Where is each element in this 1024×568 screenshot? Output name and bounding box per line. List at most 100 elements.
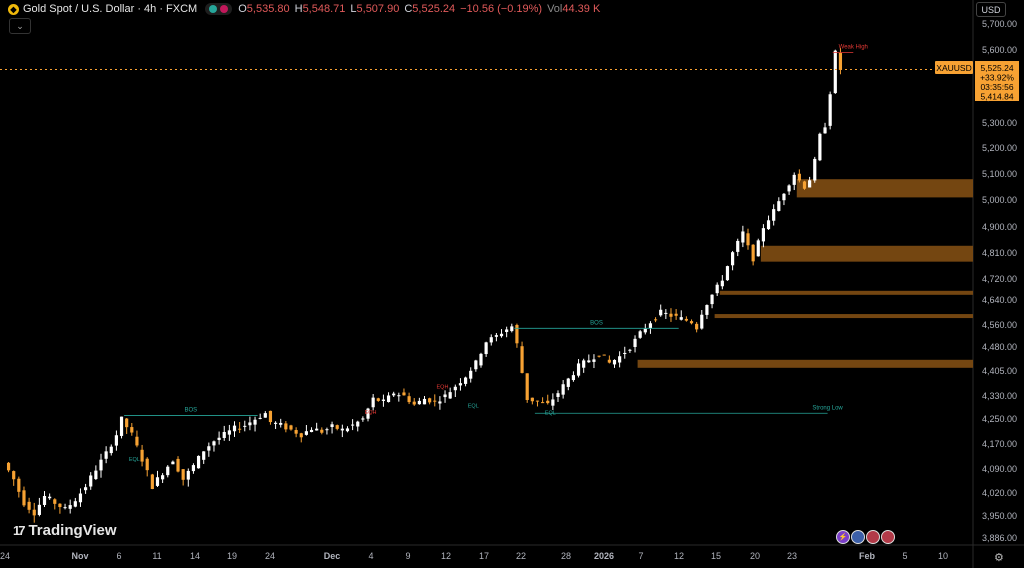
candle [140, 449, 144, 462]
candle [689, 321, 694, 324]
candle [592, 359, 596, 362]
candle [155, 477, 160, 486]
candle [494, 335, 498, 337]
order-block-zone [796, 179, 973, 198]
candle [802, 181, 807, 189]
candle [576, 363, 581, 376]
candle [695, 323, 699, 330]
candle [571, 375, 576, 381]
us-flag-icon[interactable] [881, 530, 895, 544]
price-tick-label: 4,900.00 [982, 222, 1017, 232]
candle [422, 398, 427, 405]
high-label: H [294, 3, 303, 15]
candle [489, 337, 493, 343]
candle [715, 284, 719, 294]
candle [176, 458, 180, 472]
time-tick-label: 9 [405, 551, 410, 561]
candle [273, 422, 278, 424]
tradingview-logo[interactable]: 17 TradingView [13, 522, 117, 539]
candle [612, 359, 617, 365]
candle [643, 328, 647, 333]
candle [782, 193, 786, 201]
price-tick-label: 4,640.00 [982, 295, 1017, 305]
lightning-icon[interactable]: ⚡ [836, 530, 850, 544]
candle [309, 429, 314, 433]
candle [407, 396, 411, 403]
order-block-zone [760, 245, 973, 262]
candle [37, 504, 41, 515]
candle [392, 393, 396, 396]
price-tick-label: 5,000.00 [982, 195, 1017, 205]
candle [700, 314, 704, 329]
market-status-pill[interactable] [205, 3, 233, 15]
price-tick-label: 5,600.00 [982, 45, 1017, 55]
candle [258, 417, 262, 419]
candle [602, 354, 606, 356]
equal-level-label: EQL [468, 404, 479, 410]
settings-gear-icon[interactable]: ⚙ [994, 552, 1004, 564]
candle [227, 430, 231, 435]
candle [725, 266, 730, 281]
low-value: 5,507.90 [356, 3, 400, 15]
candle [27, 501, 31, 510]
candle [125, 418, 129, 428]
time-tick-label: 12 [441, 551, 451, 561]
last-price-text: 5,525.24 [980, 63, 1013, 73]
time-tick-label: 10 [938, 551, 948, 561]
time-tick-label: 11 [152, 551, 161, 561]
candle [114, 435, 118, 446]
time-tick-label: 24 [265, 551, 275, 561]
candle [202, 451, 206, 460]
high-value: 5,548.71 [302, 3, 346, 15]
symbol-title[interactable]: Gold Spot / U.S. Dollar · 4h · FXCM [23, 3, 198, 15]
price-tick-label: 4,020.00 [982, 488, 1017, 498]
candle [443, 394, 447, 398]
candle [741, 231, 745, 243]
candle [653, 319, 658, 321]
time-tick-label: 7 [638, 551, 643, 561]
candle [720, 280, 724, 287]
candle [294, 430, 298, 434]
market-open-icon [209, 5, 218, 13]
candle [376, 398, 380, 401]
candle [32, 509, 36, 516]
candle [104, 451, 108, 459]
candle [664, 312, 668, 314]
candle [787, 185, 791, 192]
us-flag-icon[interactable] [866, 530, 880, 544]
candle [546, 400, 550, 404]
currency-button[interactable]: USD [976, 2, 1006, 17]
candle [833, 50, 837, 94]
candle [166, 466, 170, 476]
price-tick-label: 5,300.00 [982, 118, 1017, 128]
symbol-tag-text: XAUUSD [936, 63, 971, 73]
candle [386, 395, 391, 403]
candle [515, 324, 519, 344]
time-tick-label: 2026 [594, 551, 614, 561]
candle [330, 424, 334, 427]
candle [150, 474, 154, 489]
candle [58, 503, 62, 508]
candle [474, 360, 478, 370]
candle [356, 421, 360, 427]
candle [340, 428, 344, 431]
structure-label: Weak High [839, 45, 868, 51]
equal-level-label: EQL [545, 411, 556, 417]
candle [623, 352, 627, 355]
price-tick-label: 3,950.00 [982, 511, 1017, 521]
tradingview-mark-icon: 17 [13, 523, 26, 538]
us-flag-icon[interactable] [851, 530, 865, 544]
collapse-legend-button[interactable]: ⌄ [9, 18, 31, 34]
candle [135, 436, 139, 446]
candle [582, 360, 586, 368]
candle [145, 458, 149, 471]
open-label: O [238, 3, 247, 15]
candle [12, 471, 16, 480]
price-tick-label: 5,100.00 [982, 169, 1017, 179]
candle [710, 294, 714, 305]
candle [525, 373, 529, 400]
price-tick-label: 4,560.00 [982, 320, 1017, 330]
candle [499, 333, 504, 337]
candle [196, 455, 201, 469]
